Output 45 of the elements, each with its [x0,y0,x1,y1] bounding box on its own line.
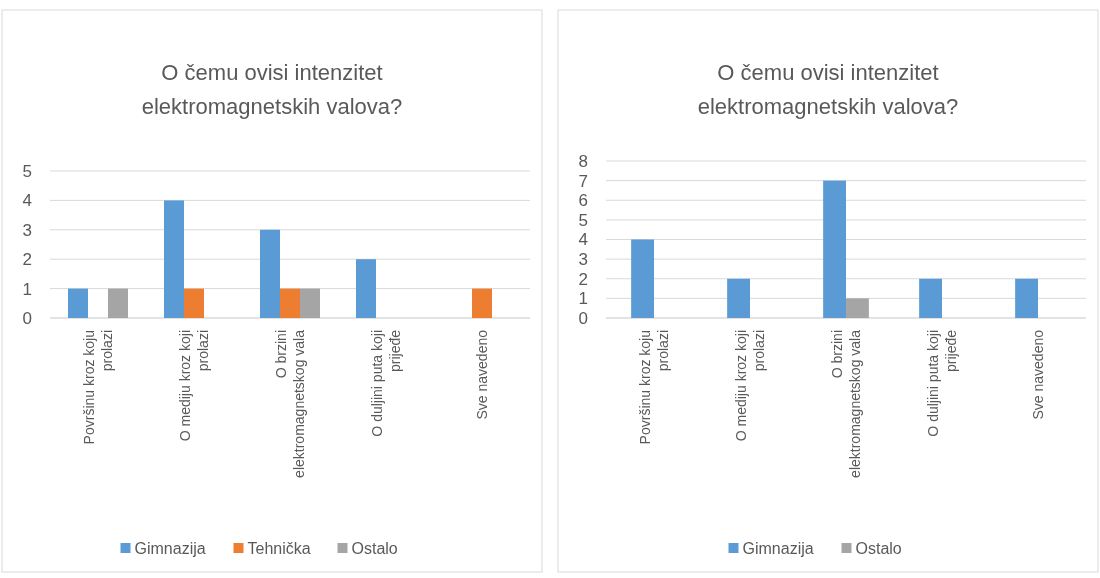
y-tick-label: 8 [578,151,588,171]
bar [300,288,320,318]
y-tick-label: 2 [22,250,32,270]
bar [823,180,846,318]
legend-label: Tehnička [247,539,311,557]
x-tick-label: Sve navedeno [474,329,490,420]
bar [631,239,654,318]
bar [472,288,492,318]
y-tick-label: 3 [22,220,32,240]
y-tick-label: 3 [578,250,588,270]
x-tick-label: O duljini puta koji prijeđe [925,329,959,437]
y-tick-label: 6 [578,191,588,211]
bar [164,200,184,318]
bar [919,278,942,318]
x-tick-label: O mediju kroz koji prolazi [177,330,211,442]
legend-label: Gimnazija [742,539,814,557]
bar [68,288,88,318]
y-tick-label: 1 [578,289,588,309]
y-tick-label: 0 [578,308,588,328]
bar [280,288,300,318]
x-tick-label: Površinu kroz koju prolazi [81,330,115,445]
y-tick-label: 1 [22,279,32,299]
bar [356,259,376,318]
x-tick-label: O duljini puta koji prijeđe [369,329,403,437]
bar [184,288,204,318]
bar [260,229,280,318]
legend-label: Gimnazija [134,539,206,557]
y-tick-label: 5 [22,161,32,181]
y-tick-label: 7 [578,171,588,191]
chart-title: O čemu ovisi intenzitet elektromagnetskih valova? [697,60,959,119]
bar [846,298,869,318]
y-tick-label: 4 [578,230,588,250]
y-tick-label: 4 [22,191,32,211]
x-tick-label: Sve navedeno [1030,329,1046,420]
bar [727,278,750,318]
x-tick-label: Površinu kroz koju prolazi [637,330,671,445]
legend-label: Ostalo [855,539,902,557]
y-tick-label: 5 [578,210,588,230]
chart-title: O čemu ovisi intenzitet elektromagnetskih valova? [141,60,403,119]
bar [1015,278,1038,318]
x-tick-label: O mediju kroz koji prolazi [733,330,767,442]
y-tick-label: 2 [578,269,588,289]
y-tick-label: 0 [22,308,32,328]
bar [108,288,128,318]
legend-label: Ostalo [351,539,398,557]
